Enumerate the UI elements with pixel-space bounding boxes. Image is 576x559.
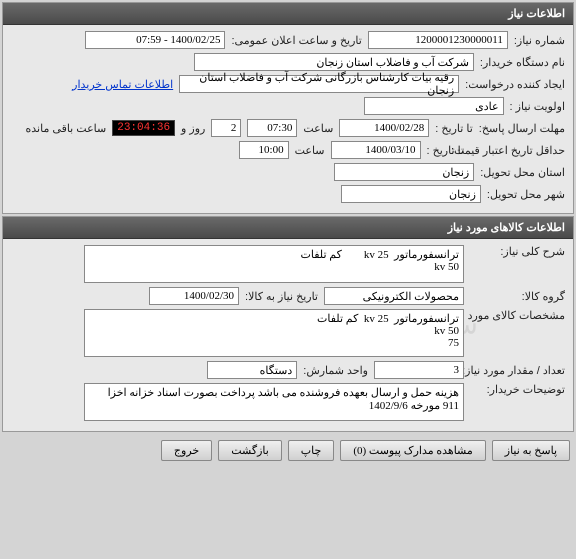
delivery-province-label: استان محل تحویل: [480, 166, 565, 179]
group-label: گروه کالا: [470, 290, 565, 303]
back-button[interactable]: بازگشت [218, 440, 282, 461]
priority-label: اولویت نیاز : [510, 100, 565, 113]
delivery-province: زنجان [334, 163, 474, 181]
priority-value: عادی [364, 97, 504, 115]
validity-time: 10:00 [239, 141, 289, 159]
announce-label: تاریخ و ساعت اعلان عمومی: [231, 34, 361, 47]
goods-info-header: اطلاعات کالاهای مورد نیاز [3, 217, 573, 239]
notes-value[interactable] [84, 383, 464, 421]
date-need-value: 1400/02/30 [149, 287, 239, 305]
countdown-timer: 23:04:36 [112, 120, 175, 136]
until-label-1: تا تاریخ : [435, 122, 472, 135]
need-info-panel: اطلاعات نیاز شماره نیاز: 120000123000001… [2, 2, 574, 214]
buyer-label: نام دستگاه خریدار: [480, 56, 565, 69]
view-docs-button[interactable]: مشاهده مدارک پیوست (0) [340, 440, 485, 461]
announce-value: 1400/02/25 - 07:59 [85, 31, 225, 49]
need-number-label: شماره نیاز: [514, 34, 565, 47]
desc-value[interactable] [84, 245, 464, 283]
goods-info-panel: سامانه تدارکات الکترونیکی دولت اطلاعات ک… [2, 216, 574, 432]
notes-label: توضیحات خریدار: [470, 383, 565, 396]
qty-value: 3 [374, 361, 464, 379]
days-label: روز و [181, 122, 205, 135]
days-value: 2 [211, 119, 241, 137]
creator-value: رقیه بیات کارشناس بازرگانی شرکت آب و فاض… [179, 75, 459, 93]
group-value: محصولات الکترونیکی [324, 287, 464, 305]
print-button[interactable]: چاپ [288, 440, 335, 461]
deadline-time: 07:30 [247, 119, 297, 137]
delivery-city-label: شهر محل تحویل: [487, 188, 565, 201]
spec-value[interactable] [84, 309, 464, 357]
contact-link[interactable]: اطلاعات تماس خریدار [72, 78, 173, 91]
spec-label: مشخصات کالای مورد نیاز: [470, 309, 565, 322]
button-row: پاسخ به نیاز مشاهده مدارک پیوست (0) چاپ … [0, 434, 576, 467]
validity-label: حداقل تاریخ اعتبار قیمت: [470, 144, 565, 157]
exit-button[interactable]: خروج [161, 440, 212, 461]
desc-label: شرح کلی نیاز: [470, 245, 565, 258]
date-need-label: تاریخ نیاز به کالا: [245, 290, 318, 303]
delivery-city: زنجان [341, 185, 481, 203]
buyer-value: شرکت آب و فاضلاب استان زنجان [194, 53, 474, 71]
unit-value: دستگاه [207, 361, 297, 379]
respond-button[interactable]: پاسخ به نیاز [492, 440, 570, 461]
time-label-1: ساعت [303, 122, 333, 135]
need-info-header: اطلاعات نیاز [3, 3, 573, 25]
deadline-label: مهلت ارسال پاسخ: [479, 122, 565, 135]
qty-label: تعداد / مقدار مورد نیاز: [470, 364, 565, 377]
validity-date: 1400/03/10 [331, 141, 421, 159]
until-label-2: تا تاریخ : [427, 144, 464, 157]
remaining-label: ساعت باقی مانده [26, 122, 107, 135]
time-label-2: ساعت [295, 144, 325, 157]
creator-label: ایجاد کننده درخواست: [465, 78, 565, 91]
need-number-value: 1200001230000011 [368, 31, 508, 49]
deadline-date: 1400/02/28 [339, 119, 429, 137]
unit-label: واحد شمارش: [303, 364, 368, 377]
